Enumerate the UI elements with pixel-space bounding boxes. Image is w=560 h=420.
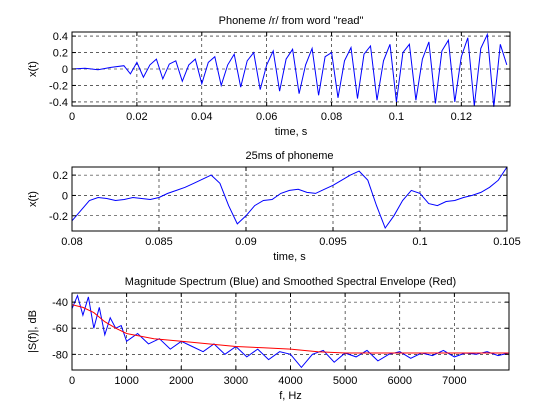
y-tick-label: -60 xyxy=(52,323,68,335)
x-tick-label: 0.12 xyxy=(451,111,472,123)
x-tick-label: 6000 xyxy=(388,375,412,387)
x-tick-label: 0.04 xyxy=(191,111,212,123)
x-tick-label: 0.06 xyxy=(256,111,277,123)
x-tick-label: 0.085 xyxy=(145,236,173,248)
x-tick-label: 7000 xyxy=(442,375,466,387)
x-axis-label: f, Hz xyxy=(279,390,302,402)
chart-panel-1: 0 0.02 0.04 0.06 0.08 0.1 0.12 -0.4 -0.2 0 0.2 0.4 P… xyxy=(27,15,511,138)
x-tick-label: 0.09 xyxy=(235,236,256,248)
chart-title: Magnitude Spectrum (Blue) and Smoothed S… xyxy=(125,276,456,288)
x-tick-label: 0.1 xyxy=(412,236,427,248)
series-line-2 xyxy=(71,304,509,354)
x-tick-label: 4000 xyxy=(278,375,302,387)
y-tick-label: -0.4 xyxy=(49,97,68,109)
x-tick-label: 0 xyxy=(69,111,75,123)
y-axis-label: x(t) xyxy=(27,61,39,77)
y-axis-label: |S(f)|, dB xyxy=(27,310,39,353)
y-axis-label: x(t) xyxy=(27,191,39,207)
chart-panel-2: 0.08 0.085 0.09 0.095 0.1 0.105 -0.2 0 0.2 25ms o… xyxy=(27,150,521,263)
x-tick-label: 2000 xyxy=(169,375,193,387)
x-tick-label: 0.095 xyxy=(319,236,347,248)
x-tick-label: 0 xyxy=(69,375,75,387)
y-tick-label: 0.4 xyxy=(53,31,68,43)
x-tick-label: 0.105 xyxy=(493,236,521,248)
x-tick-label: 0.02 xyxy=(126,111,147,123)
x-tick-label: 0.08 xyxy=(61,236,82,248)
y-tick-label: -80 xyxy=(52,349,68,361)
x-tick-label: 0.1 xyxy=(389,111,404,123)
x-tick-label: 1000 xyxy=(114,375,138,387)
series-line-1 xyxy=(71,294,510,369)
axes-frame xyxy=(71,166,508,232)
y-tick-label: -0.2 xyxy=(49,211,68,223)
chart-panel-3: 0 1000 2000 3000 4000 5000 6000 7000 -80 -60 -40 Ma… xyxy=(27,276,510,402)
x-tick-label: 0.08 xyxy=(321,111,342,123)
series-line-1 xyxy=(71,166,508,230)
y-tick-label: 0.2 xyxy=(53,170,68,182)
x-tick-label: 5000 xyxy=(333,375,357,387)
y-tick-label: -0.2 xyxy=(49,80,68,92)
chart-title: Phoneme /r/ from word "read" xyxy=(219,15,364,27)
y-tick-label: 0.2 xyxy=(53,48,68,60)
y-tick-label: 0 xyxy=(62,64,68,76)
y-tick-label: -40 xyxy=(52,297,68,309)
series-line-1 xyxy=(71,32,508,107)
x-axis-label: time, s xyxy=(273,251,306,263)
y-tick-label: 0 xyxy=(62,190,68,202)
x-tick-label: 3000 xyxy=(224,375,248,387)
chart-title: 25ms of phoneme xyxy=(245,150,333,162)
x-axis-label: time, s xyxy=(275,126,308,138)
